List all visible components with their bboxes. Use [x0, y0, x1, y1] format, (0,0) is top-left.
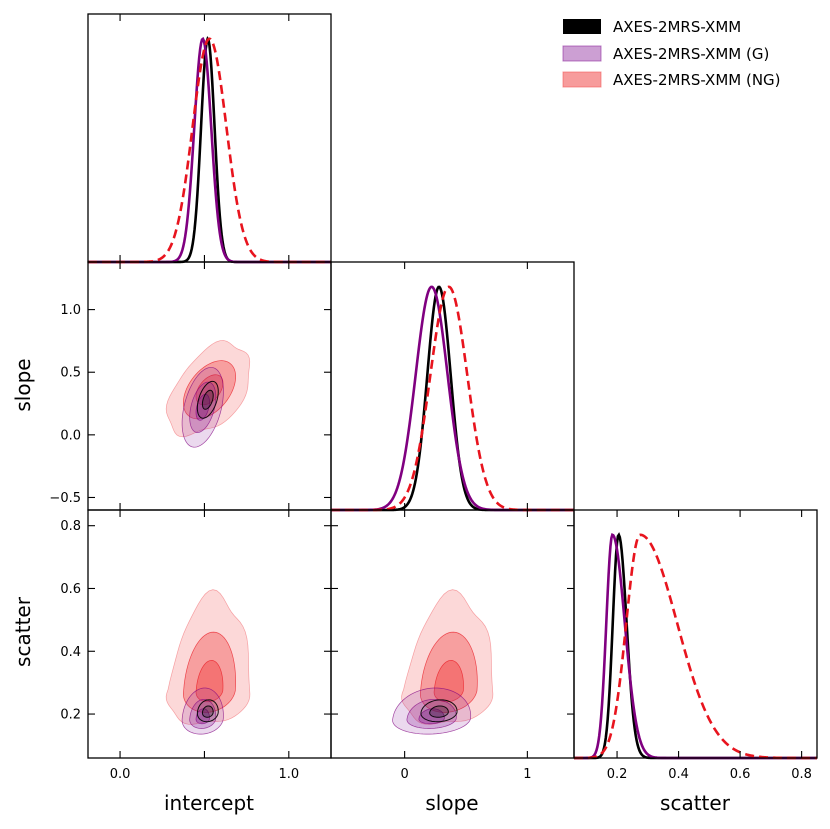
- xtick-label-scatter-2: 0.6: [730, 767, 751, 782]
- panel-intercept-marginal: [87, 13, 332, 264]
- panel-slope-marginal: [330, 261, 575, 512]
- legend-swatch-0: [563, 19, 601, 34]
- xtick-label-slope-1: 1: [523, 767, 531, 782]
- legend-label-1: AXES-2MRS-XMM (G): [613, 45, 769, 63]
- legend-label-0: AXES-2MRS-XMM: [613, 18, 741, 36]
- panel-scatter-marginal: [573, 509, 818, 760]
- marginal-intercept-s1: [88, 36, 331, 264]
- legend-label-2: AXES-2MRS-XMM (NG): [613, 71, 781, 89]
- ytick-label-slope-0: −0.5: [49, 491, 81, 506]
- contour-intercept-slope-s0-l1: [196, 380, 219, 419]
- ytick-label-scatter-0: 0.2: [60, 708, 81, 723]
- xtick-label-intercept-2: 1.0: [278, 767, 299, 782]
- contour-intercept-scatter-s0-l1: [196, 699, 219, 723]
- ytick-label-slope-3: 1.0: [60, 303, 81, 318]
- xlabel-slope: slope: [425, 791, 478, 815]
- contour-intercept-slope-s0-l2: [201, 389, 214, 410]
- xtick-label-intercept-0: 0.0: [110, 767, 131, 782]
- contour-intercept-scatter-s0-l2: [201, 705, 214, 718]
- xtick-label-slope-0: 0: [400, 767, 408, 782]
- frame-slope-vs-scatter: [330, 509, 575, 759]
- contour-slope-scatter-s2-l2: [433, 660, 464, 703]
- ytick-label-scatter-3: 0.8: [60, 519, 81, 534]
- legend-swatch-2: [562, 71, 602, 88]
- marginal-scatter-s0: [574, 532, 817, 760]
- panel-intercept-vs-scatter: [87, 509, 332, 759]
- contour-slope-scatter-s1-l0: [392, 687, 472, 735]
- marginal-intercept-s2: [88, 37, 331, 264]
- contour-slope-scatter-s0-l1: [420, 699, 458, 723]
- ytick-label-slope-1: 0.0: [60, 428, 81, 443]
- xlabel-intercept: intercept: [164, 791, 254, 815]
- legend-swatch-1: [562, 45, 602, 62]
- xtick-label-scatter-0: 0.2: [607, 767, 628, 782]
- contour-intercept-scatter-s2-l2: [195, 660, 224, 703]
- ytick-label-slope-2: 0.5: [60, 366, 81, 381]
- panel-intercept-vs-slope: [87, 261, 332, 511]
- panel-slope-vs-scatter: [330, 509, 575, 759]
- xtick-label-scatter-1: 0.4: [668, 767, 689, 782]
- ytick-label-scatter-2: 0.6: [60, 582, 81, 597]
- ytick-label-scatter-1: 0.4: [60, 645, 81, 660]
- contour-slope-scatter-s0-l2: [429, 705, 449, 718]
- marginal-intercept-s0: [88, 36, 331, 264]
- xtick-label-scatter-3: 0.8: [791, 767, 812, 782]
- contour-intercept-scatter-s1-l2: [195, 708, 210, 725]
- marginal-slope-s2: [331, 285, 574, 512]
- marginal-slope-s0: [331, 285, 574, 512]
- xlabel-scatter: scatter: [660, 791, 731, 815]
- contour-intercept-scatter-s2-l0: [165, 589, 251, 725]
- ylabel-scatter: scatter: [11, 596, 35, 667]
- contour-slope-scatter-s2-l0: [401, 589, 494, 725]
- tick-labels: 0.0 1.0 0 1 0.2 0.4 0.6 0.8 −0.5 0.0 0.5 1.0 0.2 0.4 0…: [49, 303, 812, 782]
- ylabel-slope: slope: [11, 358, 35, 411]
- legend: AXES-2MRS-XMM AXES-2MRS-XMM (G) AXES-2MR…: [562, 18, 781, 89]
